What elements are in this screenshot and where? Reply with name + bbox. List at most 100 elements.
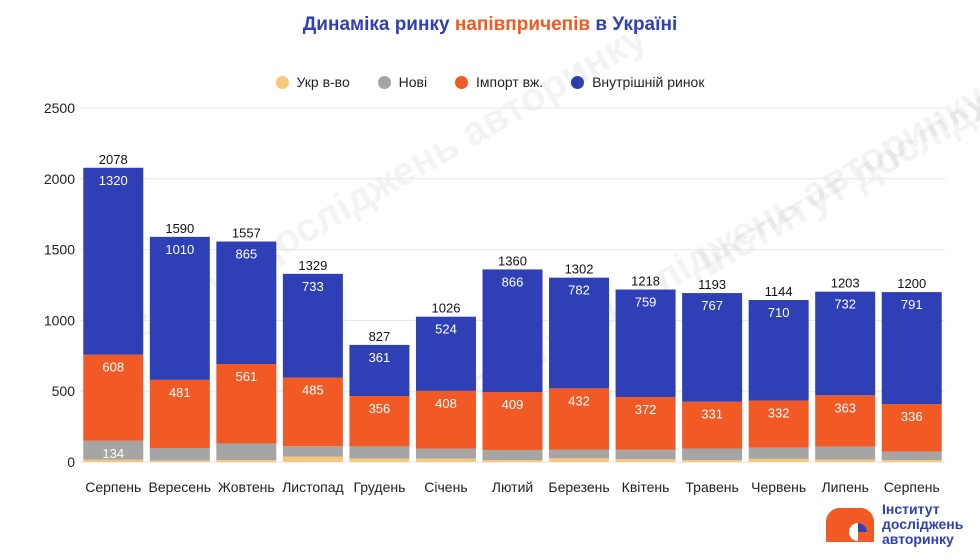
- bar-data-label: 332: [768, 406, 790, 421]
- bar-data-label: 361: [369, 350, 391, 365]
- bar-segment: [83, 354, 144, 441]
- bar-segment: [415, 448, 476, 459]
- bar-data-label: 481: [169, 385, 191, 400]
- bar-data-label: 336: [901, 409, 923, 424]
- bar-total-label: 1218: [631, 274, 660, 289]
- bar-segment: [748, 300, 809, 401]
- x-tick-label: Лютий: [492, 479, 533, 495]
- bar-segment: [482, 460, 543, 462]
- bar-data-label: 866: [502, 274, 524, 289]
- x-tick-label: Вересень: [149, 479, 212, 495]
- legend-label-ukr: Укр в-во: [296, 74, 350, 90]
- legend-item-import: Імпорт вж.: [454, 74, 544, 90]
- bar-segment: [881, 451, 942, 461]
- bar-segment: [482, 449, 543, 461]
- y-tick-label: 0: [67, 454, 75, 470]
- bar-segment: [149, 236, 210, 380]
- legend-marker-domestic: [571, 75, 585, 89]
- bar-segment: [748, 458, 809, 462]
- bar-segment: [815, 291, 876, 396]
- bar-segment: [149, 460, 210, 462]
- legend-marker-new: [377, 75, 391, 89]
- bar-segment: [83, 167, 144, 355]
- bar-data-label: 732: [834, 297, 856, 312]
- x-tick-label: Серпень: [884, 479, 940, 495]
- x-tick-label: Січень: [424, 479, 467, 495]
- bar-total-label: 2078: [99, 152, 128, 167]
- bar-data-label: 409: [502, 397, 524, 412]
- bar-segment: [549, 449, 610, 459]
- bar-segment: [748, 447, 809, 459]
- bar-segment: [415, 316, 476, 391]
- x-tick-label: Квітень: [622, 479, 670, 495]
- bar-segment: [881, 292, 942, 405]
- bar-segment: [149, 447, 210, 461]
- bar-total-label: 1329: [298, 258, 327, 273]
- logo-line-2: досліджень: [882, 516, 964, 532]
- bar-data-label: 759: [635, 295, 657, 310]
- bar-segment: [282, 446, 343, 457]
- bar-total-label: 827: [369, 329, 391, 344]
- legend-marker-import: [454, 75, 468, 89]
- bar-segment: [615, 289, 676, 398]
- bar-segment: [815, 395, 876, 447]
- logo-line-3: авторинку: [882, 531, 954, 547]
- bar-segment: [415, 458, 476, 462]
- title-prefix: Динаміка ринку: [302, 14, 455, 35]
- bar-total-label: 1302: [565, 262, 594, 277]
- legend-item-new: Нові: [377, 74, 428, 90]
- bar-data-label: 782: [568, 283, 590, 298]
- bar-data-label: 356: [369, 401, 391, 416]
- bar-total-label: 1144: [765, 284, 793, 299]
- bar-segment: [881, 404, 942, 452]
- x-tick-label: Червень: [751, 479, 806, 495]
- bar-data-label: 791: [901, 297, 923, 312]
- bar-data-label: 865: [235, 247, 257, 262]
- legend-item-domestic: Внутрішній ринок: [571, 74, 704, 90]
- bar-segment: [149, 379, 210, 448]
- logo-line-1: Інститут: [882, 501, 940, 517]
- bar-segment: [482, 269, 543, 393]
- bar-data-label: 432: [568, 393, 590, 408]
- x-tick-label: Листопад: [282, 479, 344, 495]
- bar-segment: [83, 440, 144, 460]
- bar-segment: [549, 388, 610, 450]
- bar-segment: [615, 449, 676, 460]
- y-tick-label: 2500: [44, 100, 75, 116]
- bar-data-label: 372: [635, 402, 657, 417]
- bar-data-label: 485: [302, 383, 324, 398]
- bar-data-label: 363: [834, 400, 856, 415]
- bar-segment: [216, 443, 277, 461]
- chart-legend: Укр в-во Нові Імпорт вж. Внутрішній рино…: [0, 74, 980, 92]
- bar-total-label: 1203: [831, 276, 860, 291]
- bar-data-label: 524: [435, 322, 457, 337]
- legend-label-import: Імпорт вж.: [475, 74, 544, 90]
- bar-segment: [682, 401, 743, 449]
- bar-segment: [349, 344, 410, 397]
- bar-segment: [216, 364, 277, 444]
- bar-segment: [815, 446, 876, 460]
- bar-segment: [349, 396, 410, 447]
- bar-total-label: 1193: [698, 277, 726, 292]
- legend-item-ukr: Укр в-во: [275, 74, 350, 90]
- chart-title: Динаміка ринку напівпричепів в Україні: [0, 14, 980, 36]
- bar-total-label: 1360: [498, 253, 527, 268]
- bar-data-label: 331: [701, 407, 723, 422]
- legend-label-new: Нові: [398, 74, 428, 90]
- bar-segment: [881, 460, 942, 462]
- bar-segment: [482, 392, 543, 450]
- bar-segment: [549, 458, 610, 462]
- bar-segment: [216, 460, 277, 462]
- bar-segment: [615, 397, 676, 450]
- bar-segment: [549, 277, 610, 389]
- bar-segment: [682, 448, 743, 461]
- bar-data-label: 767: [701, 298, 723, 313]
- logo: Інститут досліджень авторинку: [806, 496, 976, 554]
- bar-data-label: 561: [235, 369, 257, 384]
- x-tick-label: Серпень: [85, 479, 141, 495]
- y-tick-label: 500: [52, 383, 76, 399]
- bar-data-label: 710: [768, 305, 790, 320]
- logo-car-icon: [826, 508, 874, 542]
- x-tick-label: Грудень: [353, 479, 405, 495]
